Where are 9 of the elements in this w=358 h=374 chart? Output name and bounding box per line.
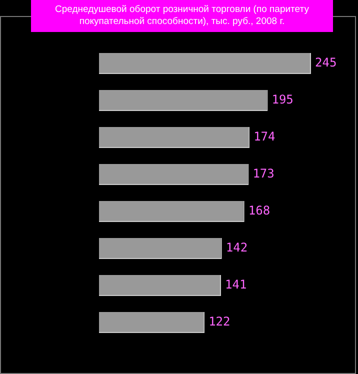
data-label: 122: [208, 314, 230, 329]
data-label: 168: [248, 204, 270, 218]
data-label: 173: [252, 166, 274, 181]
data-label: 142: [226, 240, 248, 255]
data-label: 245: [315, 56, 337, 70]
chart-title: Среднедушевой оборот розничной торговли (по паритету покупательной способности), тыс. руб., 2008 г.: [31, 0, 333, 32]
data-label: 141: [225, 278, 247, 292]
data-label: 195: [272, 92, 294, 107]
data-label: 174: [254, 130, 276, 144]
